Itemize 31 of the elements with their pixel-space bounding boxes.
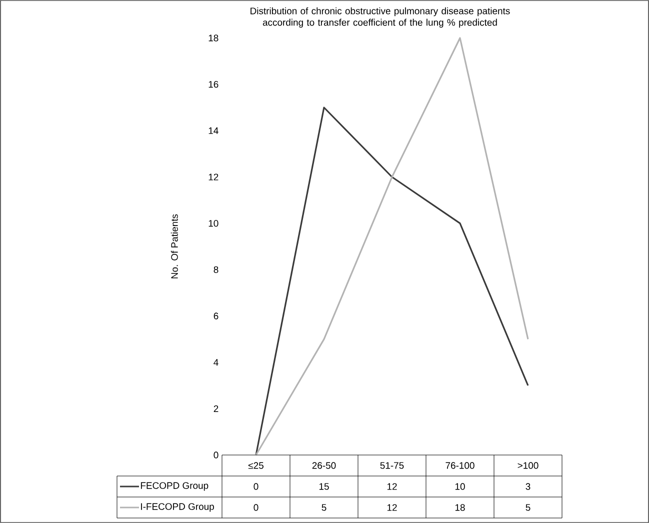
data-label: 0	[254, 504, 258, 511]
x-tick-label: 51-75	[380, 462, 404, 469]
data-label: 15	[319, 483, 329, 490]
y-tick-label: 2	[214, 405, 218, 412]
line-series	[255, 37, 529, 456]
x-tick-label: 76-100	[446, 462, 474, 469]
chart-title: Distribution of chronic obstructive pulmonary disease patients according to transfer coefficient of the lung % predicted	[250, 7, 510, 28]
y-axis-title: No. Of Patients	[170, 214, 178, 278]
data-label: 18	[455, 504, 465, 511]
y-tick-label: 0	[214, 452, 218, 458]
y-tick-label: 4	[214, 359, 218, 366]
x-tick-label: 26-50	[312, 462, 336, 469]
legend-label: I-FECOPD Group	[141, 503, 214, 512]
data-label: 12	[387, 504, 397, 511]
y-tick-label: 8	[214, 266, 218, 274]
x-tick-label: >100	[518, 462, 538, 469]
data-label: 10	[455, 483, 465, 490]
line-series	[255, 106, 529, 456]
y-tick-label: 18	[208, 34, 218, 42]
data-label: 0	[254, 483, 258, 490]
y-tick-label: 14	[208, 127, 218, 134]
y-tick-label: 10	[208, 220, 218, 227]
x-tick-label: ≤25	[248, 462, 264, 469]
legend-label: FECOPD Group	[140, 482, 208, 491]
y-tick-label: 6	[214, 312, 218, 320]
data-label: 3	[526, 483, 530, 490]
y-tick-label: 16	[208, 80, 218, 88]
data-label: 5	[526, 504, 530, 511]
data-label: 5	[322, 504, 326, 511]
data-label: 12	[387, 483, 397, 490]
y-tick-label: 12	[208, 174, 218, 180]
